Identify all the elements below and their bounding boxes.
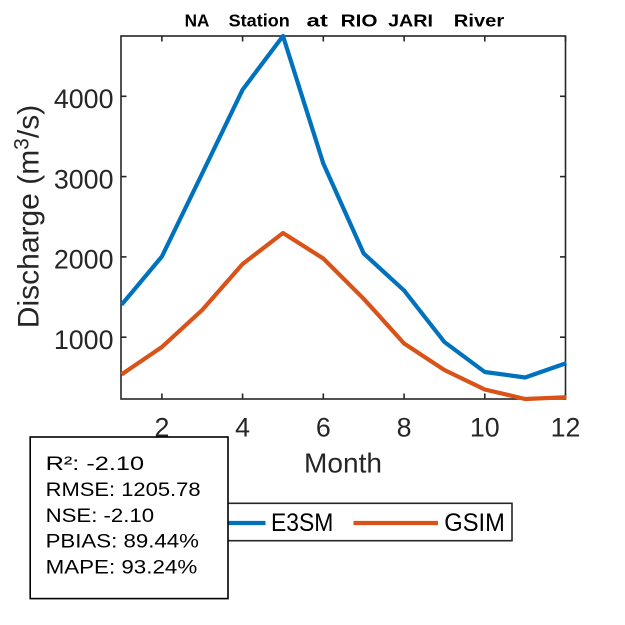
svg-text:JARI: JARI (388, 11, 433, 31)
svg-text:Discharge (m3/s): Discharge (m3/s) (11, 105, 46, 328)
svg-text:Month: Month (304, 448, 382, 479)
svg-text:River: River (454, 11, 505, 31)
svg-text:4000: 4000 (54, 84, 114, 114)
svg-text:E3SM: E3SM (271, 509, 333, 537)
svg-text:NSE: -2.10: NSE: -2.10 (46, 505, 155, 527)
svg-text:NA: NA (185, 11, 210, 31)
svg-text:Station: Station (229, 11, 290, 31)
svg-text:PBIAS: 89.44%: PBIAS: 89.44% (46, 531, 199, 553)
svg-text:R²: -2.10: R²: -2.10 (46, 453, 145, 475)
svg-text:RIO: RIO (341, 11, 378, 31)
svg-text:6: 6 (316, 413, 331, 443)
svg-text:12: 12 (551, 413, 581, 443)
svg-text:MAPE: 93.24%: MAPE: 93.24% (46, 557, 198, 579)
svg-text:RMSE: 1205.78: RMSE: 1205.78 (46, 479, 201, 501)
svg-text:2: 2 (154, 413, 169, 443)
svg-text:4: 4 (235, 413, 250, 443)
svg-text:at: at (307, 11, 329, 31)
svg-text:GSIM: GSIM (444, 509, 505, 537)
svg-text:10: 10 (470, 413, 500, 443)
svg-text:3000: 3000 (54, 164, 114, 194)
svg-text:2000: 2000 (54, 245, 114, 275)
svg-text:8: 8 (397, 413, 412, 443)
svg-text:1000: 1000 (54, 325, 114, 355)
